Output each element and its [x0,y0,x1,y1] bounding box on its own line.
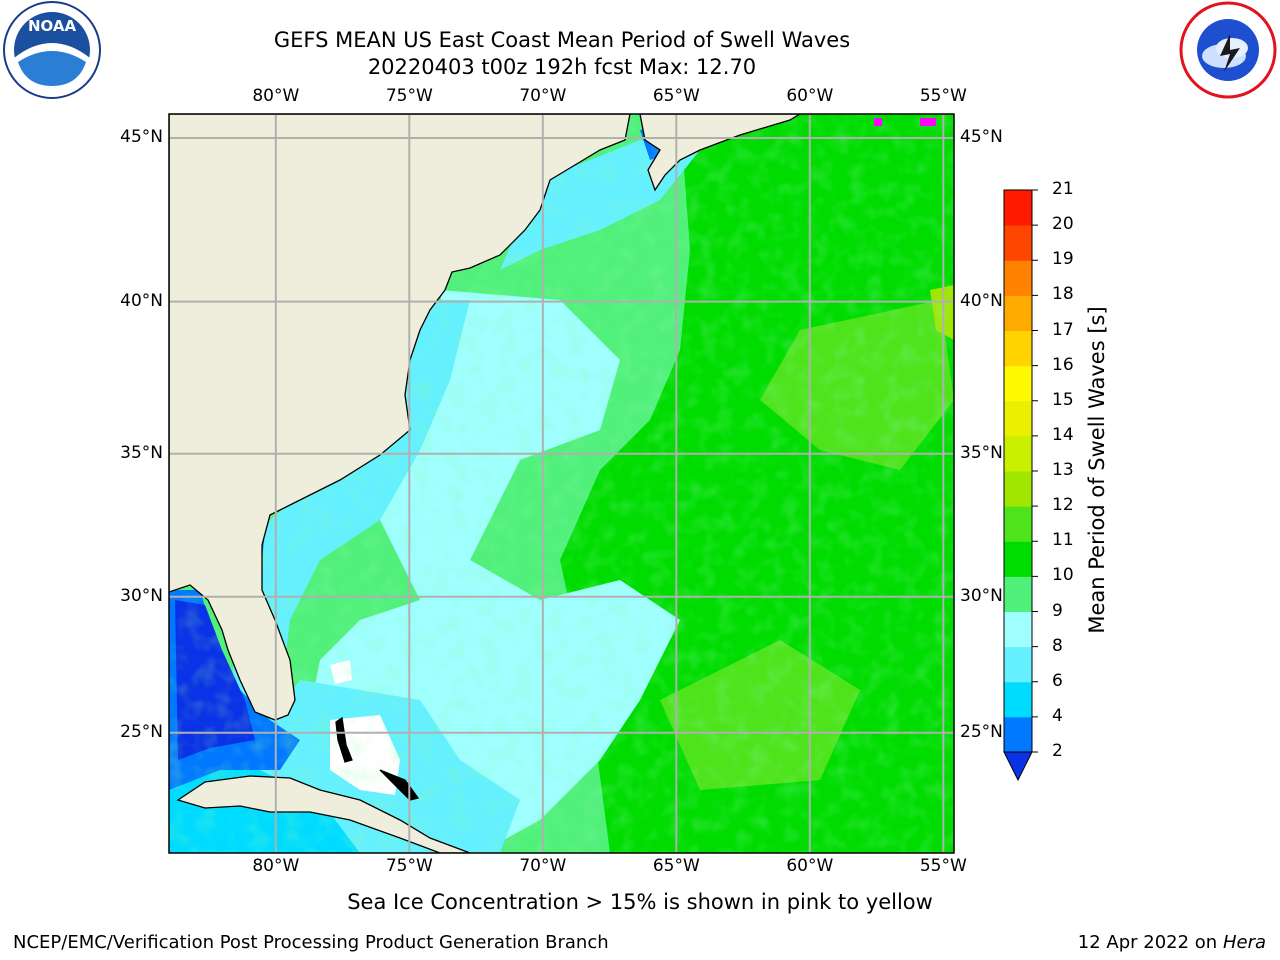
sea-ice-cell [874,118,882,126]
map-field [169,114,954,853]
sea-ice-cell [920,118,928,126]
colorbar-segment [1004,260,1032,296]
colorbar-tick-label: 10 [1052,565,1074,586]
lon-label: 55°W [919,856,967,876]
lon-label: 70°W [519,86,567,106]
noaa-logo-text: NOAA [27,17,77,35]
colorbar-segment [1004,190,1032,226]
colorbar-segment [1004,295,1032,331]
colorbar-tick-label: 12 [1052,495,1074,516]
colorbar [1003,189,1038,782]
footer-date: 12 Apr 2022 on Hera [1078,932,1266,953]
lat-label: 45°N [960,127,1003,148]
lon-label: 75°W [385,856,433,876]
colorbar-tick-label: 6 [1052,670,1063,691]
chart-subtitle: 20220403 t00z 192h fcst Max: 12.70 [367,55,757,79]
colorbar-tick-label: 14 [1052,424,1074,445]
lon-label: 80°W [252,86,300,106]
lon-label: 70°W [519,856,567,876]
colorbar-segment [1004,541,1032,577]
colorbar-segment [1004,330,1032,367]
noaa-logo-icon [0,0,104,100]
lat-label: 30°N [960,585,1003,606]
colorbar-extend-triangle [1003,751,1033,782]
colorbar-tick-label: 2 [1052,741,1063,761]
lon-label: 60°W [786,856,834,876]
map-frame [168,113,955,854]
lon-label: 65°W [652,856,700,876]
colorbar-tick-label: 8 [1052,635,1063,656]
colorbar-segment [1004,681,1032,718]
lat-label: 25°N [120,721,163,742]
colorbar-tick-label: 20 [1052,214,1074,235]
sea-ice-note: Sea Ice Concentration > 15% is shown in … [347,890,933,914]
colorbar-tick-label: 15 [1052,389,1074,410]
lon-label: 65°W [652,86,700,106]
footer-date-text: 12 Apr 2022 on [1077,932,1223,953]
colorbar-segment [1004,506,1032,542]
nws-logo-icon [1178,0,1278,100]
colorbar-tick-label: 18 [1052,284,1074,305]
graticule [169,114,954,853]
colorbar-segment [1004,435,1032,472]
lon-label: 80°W [252,856,300,876]
footer-host: Hera [1222,932,1266,953]
lon-label: 55°W [919,86,967,106]
colorbar-segment [1004,400,1032,437]
colorbar-tick-label: 13 [1052,460,1074,480]
lat-label: 40°N [960,290,1003,311]
colorbar-label: Mean Period of Swell Waves [s] [1085,306,1109,634]
colorbar-tick-label: 21 [1052,179,1074,199]
colorbar-tick-label: 17 [1052,319,1074,340]
colorbar-segment [1004,716,1032,753]
lat-label: 35°N [960,442,1003,463]
colorbar-tick-label: 4 [1052,705,1063,726]
colorbar-segment [1004,646,1032,683]
chart-title: GEFS MEAN US East Coast Mean Period of S… [273,28,851,52]
colorbar-segment [1004,611,1032,648]
colorbar-tick-label: 9 [1052,600,1063,621]
lon-label: 60°W [786,86,834,106]
colorbar-tick-label: 16 [1052,354,1074,375]
lat-label: 30°N [120,585,163,606]
lat-label: 45°N [120,127,163,148]
lat-label: 40°N [120,290,163,311]
lon-label: 75°W [385,86,433,106]
colorbar-segment [1004,365,1032,402]
land-maritime-canada [639,114,802,192]
sea-ice-cell [928,118,936,126]
colorbar-tick-label: 11 [1052,530,1074,551]
colorbar-segment [1004,576,1032,612]
lat-label: 25°N [960,721,1003,742]
footer-branch: NCEP/EMC/Verification Post Processing Pr… [13,932,609,953]
colorbar-segment [1004,225,1032,261]
land-andros [335,716,353,763]
colorbar-segment [1004,471,1032,507]
lat-label: 35°N [120,442,163,463]
colorbar-tick-label: 19 [1052,249,1074,270]
land-eastern-us [169,114,631,721]
